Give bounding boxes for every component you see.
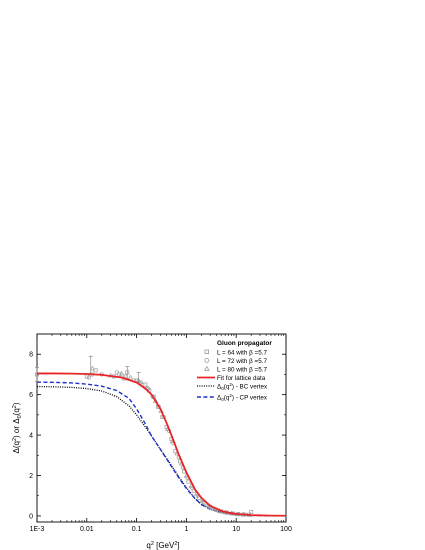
data-point-triangle — [89, 365, 96, 371]
data-point-circle — [86, 375, 91, 380]
data-point-triangle — [127, 374, 133, 380]
series-line-dashed — [36, 381, 287, 517]
legend-title: Gluon propagator — [217, 340, 272, 347]
plot-frame — [36, 333, 287, 523]
legend-marker-triangle — [203, 365, 210, 371]
legend-entry-l64: L = 64 with β =5.7 — [217, 350, 267, 357]
x-axis: 1E-3 0.01 0.1 1 10 100 — [30, 334, 292, 533]
series-line-solid — [37, 372, 287, 517]
x-tick-label: 1 — [184, 526, 188, 533]
x-tick-label: 0.01 — [80, 526, 94, 533]
x-axis-title: q2 [GeV2] — [146, 541, 179, 550]
x-tick-label: 0.1 — [132, 526, 142, 533]
legend-entry-fit: Fit for lattice data — [217, 375, 266, 382]
legend-entry-cp: Δ0(q2) - CP vertex — [217, 393, 268, 402]
legend-entry-l80: L = 80 with β =5.7 — [217, 367, 267, 374]
y-tick-label: 8 — [29, 352, 33, 359]
data-point-square — [93, 368, 98, 373]
plot-area: 1E-3 0.01 0.1 1 10 100 0 2 4 6 8 — [29, 333, 292, 533]
legend: Gluon propagator L = 64 with β =5.7 L = … — [197, 340, 272, 402]
y-axis: 0 2 4 6 8 — [29, 352, 286, 520]
y-tick-label: 0 — [29, 513, 33, 520]
series-layer — [36, 381, 287, 517]
y-tick-label: 2 — [29, 473, 33, 480]
x-tick-label: 1E-3 — [30, 526, 45, 533]
y-tick-label: 4 — [29, 433, 33, 440]
legend-entry-l72: L = 72 with β =5.7 — [217, 358, 267, 365]
data-point-square — [249, 509, 254, 514]
marker-layer — [35, 355, 287, 517]
x-tick-label: 100 — [280, 526, 292, 533]
y-tick-label: 6 — [29, 392, 33, 399]
y-axis-title: Δ(q2) or Δ0(q2) — [12, 402, 23, 453]
data-point-triangle — [119, 370, 125, 376]
legend-marker-circle — [204, 357, 210, 363]
legend-entry-bc: Δ0(q2) - BC vertex — [217, 382, 268, 391]
data-point-circle — [114, 370, 119, 375]
data-point-square — [117, 372, 122, 377]
x-tick-label: 10 — [232, 526, 240, 533]
legend-marker-square — [204, 349, 209, 354]
